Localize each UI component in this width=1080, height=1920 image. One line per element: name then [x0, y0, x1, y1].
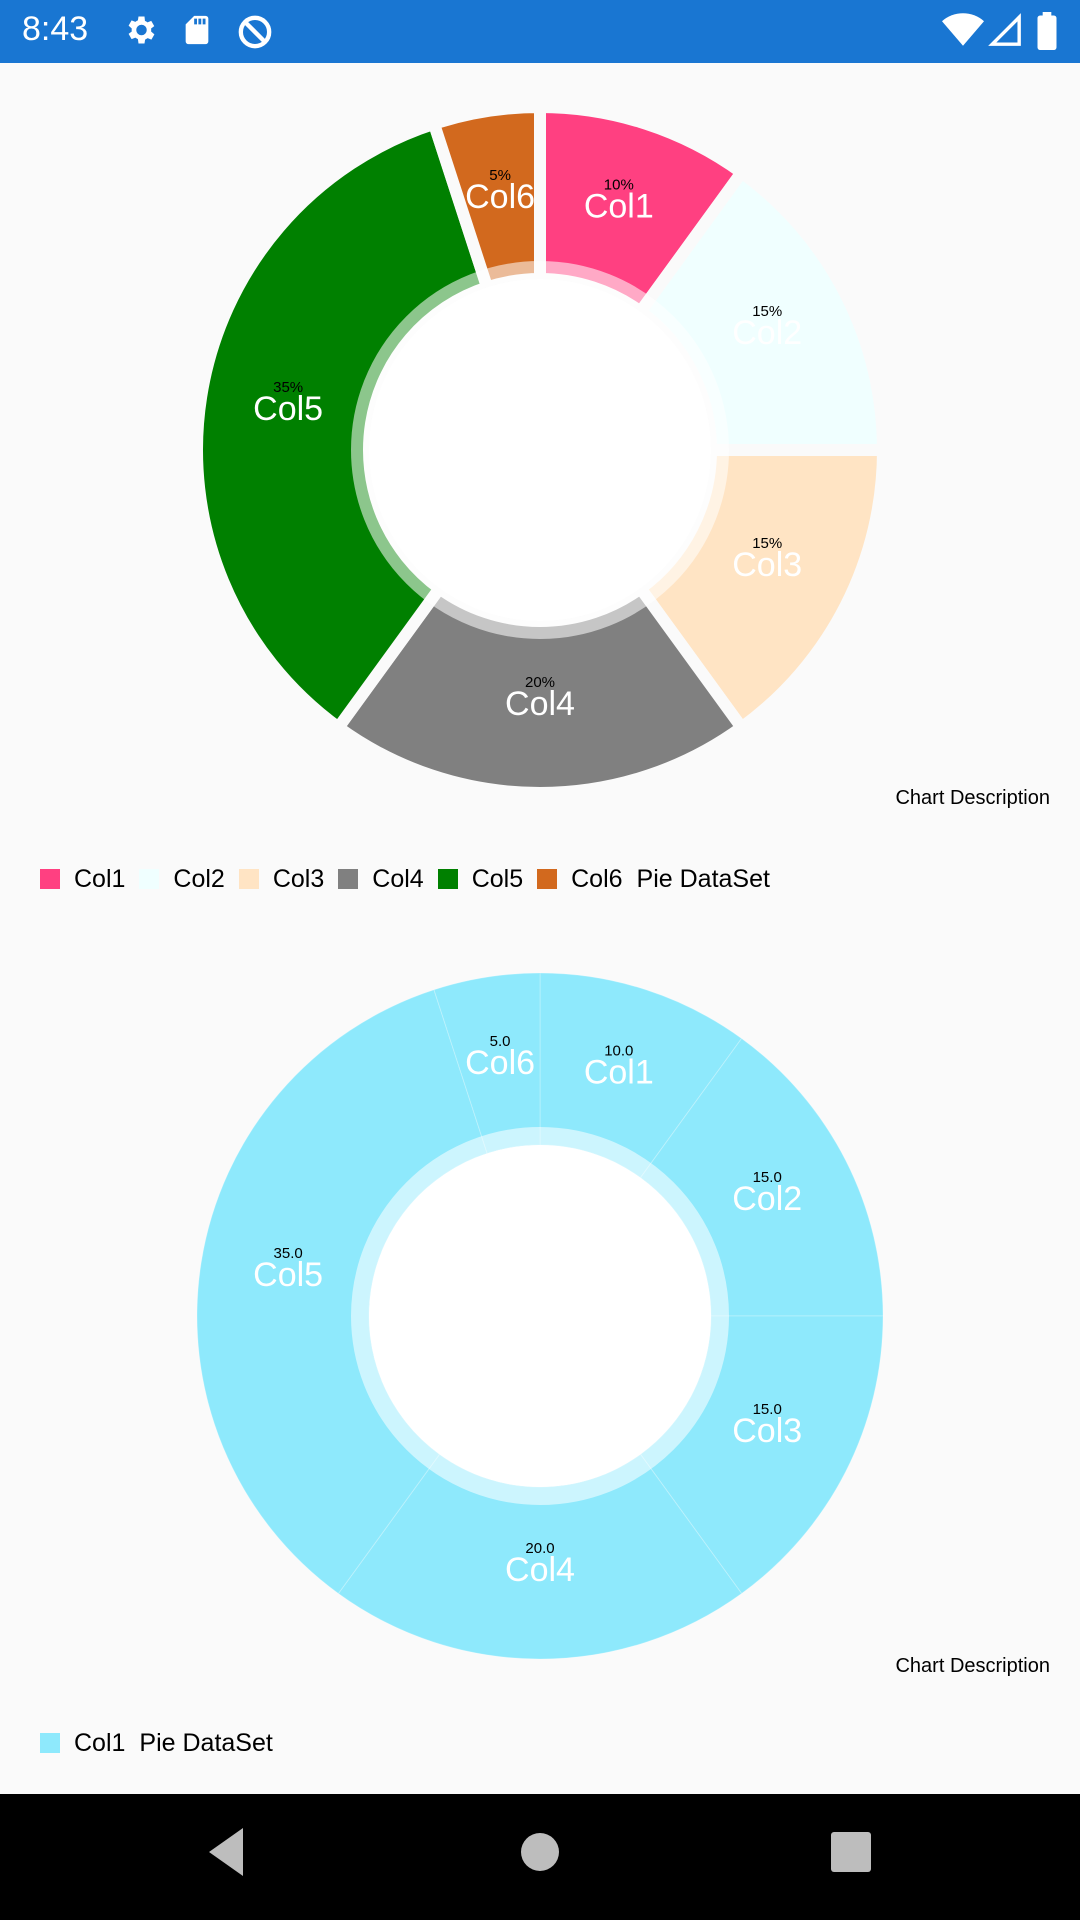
- navigation-bar: [0, 1794, 1080, 1920]
- home-icon[interactable]: [519, 1824, 561, 1880]
- slice-category-label: Col6: [465, 1044, 535, 1082]
- recents-icon[interactable]: [830, 1824, 872, 1880]
- slice-value-label: 15.0: [753, 1401, 782, 1418]
- pie-chart-1[interactable]: 10% Col1 15% Col2 15% Col3 20% Col4 35% Col5 5% Col…: [0, 63, 1080, 863]
- slice-category-label: Col2: [732, 1180, 802, 1218]
- slice-value-label: 20%: [525, 674, 555, 691]
- donut-hole: [369, 279, 711, 621]
- sd-card-icon: [185, 15, 209, 45]
- wifi-icon: [942, 13, 984, 46]
- pie-chart-2[interactable]: 10.0 Col1 15.0 Col2 15.0 Col3 20.0 Col4 35.0 Col5…: [0, 927, 1080, 1687]
- legend-label: Col3: [272, 864, 325, 893]
- slice-category-label: Col6: [465, 178, 535, 216]
- transparent-circle: [351, 1127, 729, 1505]
- legend-label: Col2: [173, 864, 225, 893]
- status-time: 8:43: [22, 10, 89, 48]
- slice-category-label: Col5: [253, 1256, 323, 1294]
- slice-category-label: Col2: [732, 314, 802, 352]
- pie-slice-col6[interactable]: [426, 100, 546, 295]
- legend-label: Col1: [74, 864, 126, 893]
- signal-icon: [988, 13, 1021, 46]
- battery-icon: [1037, 12, 1057, 50]
- legend-dataset-label: Pie DataSet: [636, 864, 770, 893]
- legend-swatch: [139, 869, 160, 889]
- slice-value-label: 35.0: [274, 1245, 303, 1262]
- slice-value-label: 5%: [489, 167, 511, 184]
- legend-label: Col4: [372, 864, 424, 893]
- legend-swatch: [40, 869, 60, 889]
- legend-item-col3: Col3: [238, 864, 325, 894]
- legend-label: Col1: [74, 1728, 126, 1757]
- legend-label: Col5: [471, 864, 524, 893]
- slice-category-label: Col3: [732, 1412, 802, 1450]
- slice-category-label: Col5: [253, 390, 323, 428]
- sync-icon: [238, 15, 272, 49]
- status-bar: 8:43: [0, 0, 1080, 63]
- slice-category-label: Col1: [584, 1053, 654, 1091]
- legend-label: Col6: [571, 864, 623, 893]
- slice-value-label: 5.0: [490, 1033, 511, 1050]
- legend-dataset-label: Pie DataSet: [139, 1728, 273, 1757]
- legend-item-col1: Col1: [40, 1729, 125, 1758]
- legend-swatch: [437, 869, 458, 889]
- transparent-circle: [351, 261, 729, 639]
- slice-category-label: Col4: [505, 1551, 575, 1589]
- legend-item-col5: Col5: [437, 864, 524, 894]
- legend-item-col1: Col1: [40, 865, 125, 894]
- legend-1: Col1 Col2 Col3 Col4 Col5 Col6 Pie DataSet: [40, 859, 770, 899]
- legend-swatch: [537, 869, 558, 889]
- legend-2: Col1 Pie DataSet: [40, 1723, 273, 1763]
- legend-swatch: [40, 1733, 60, 1753]
- legend-item-col6: Col6: [537, 864, 623, 894]
- legend-item-col2: Col2: [139, 864, 225, 894]
- chart-description-1: Chart Description: [895, 787, 1050, 809]
- slice-value-label: 35%: [273, 379, 303, 396]
- slice-value-label: 15.0: [753, 1169, 782, 1186]
- back-icon[interactable]: [205, 1824, 245, 1880]
- slice-value-label: 10%: [604, 176, 634, 193]
- legend-item-col4: Col4: [338, 864, 424, 894]
- slice-value-label: 20.0: [525, 1540, 554, 1557]
- slice-category-label: Col1: [584, 187, 654, 225]
- slice-category-label: Col3: [732, 546, 802, 584]
- chart-description-2: Chart Description: [895, 1655, 1050, 1677]
- pie-slice-col6[interactable]: [433, 972, 541, 1154]
- slice-value-label: 15%: [752, 303, 782, 320]
- slice-value-label: 10.0: [604, 1042, 633, 1059]
- gear-icon: [128, 16, 155, 44]
- donut-hole: [369, 1145, 711, 1487]
- slice-category-label: Col4: [505, 685, 575, 723]
- pie-chart-1-svg[interactable]: 10%Col115%Col215%Col320%Col435%Col55%Col…: [0, 63, 1080, 863]
- slice-value-label: 15%: [752, 535, 782, 552]
- legend-swatch: [238, 869, 259, 889]
- pie-chart-2-svg[interactable]: 10.0Col115.0Col215.0Col320.0Col435.0Col5…: [0, 927, 1080, 1687]
- legend-swatch: [338, 869, 359, 889]
